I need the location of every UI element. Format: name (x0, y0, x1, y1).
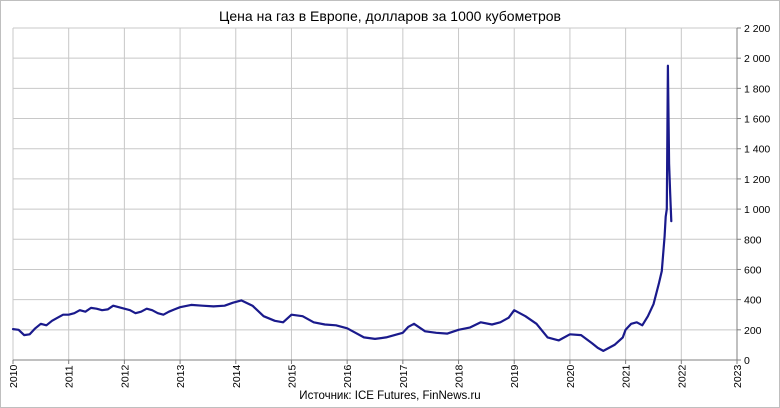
x-tick-label: 2020 (565, 364, 577, 388)
x-tick-label: 2018 (454, 364, 466, 388)
y-tick-label: 200 (744, 325, 762, 337)
x-tick-label: 2016 (342, 364, 354, 388)
x-tick-label: 2011 (64, 365, 76, 388)
y-tick-label: 1 200 (744, 174, 770, 186)
y-tick-label: 1 600 (744, 114, 770, 126)
y-tick-label: 2 200 (744, 23, 770, 35)
y-tick-label: 0 (744, 355, 750, 367)
y-tick-label: 400 (744, 295, 762, 307)
chart-title: Цена на газ в Европе, долларов за 1000 к… (219, 8, 561, 24)
y-tick-label: 1 400 (744, 144, 770, 156)
x-tick-label: 2022 (676, 364, 688, 388)
chart-source: Источник: ICE Futures, FinNews.ru (299, 390, 481, 402)
x-tick-label: 2023 (732, 364, 744, 388)
x-tick-label: 2015 (286, 364, 298, 388)
series-line (11, 64, 673, 352)
x-tick-label: 2021 (621, 364, 633, 388)
y-tick-label: 1 000 (744, 204, 770, 216)
y-tick-label: 800 (744, 234, 762, 246)
x-tick-label: 2019 (509, 364, 521, 388)
x-tick-label: 2013 (175, 364, 187, 388)
x-tick-label: 2010 (8, 364, 20, 388)
y-tick-label: 1 800 (744, 83, 770, 95)
y-tick-label: 600 (744, 264, 762, 276)
x-tick-label: 2012 (119, 364, 131, 388)
x-tick-label: 2014 (231, 364, 243, 388)
x-tick-label: 2017 (398, 364, 410, 388)
y-tick-label: 2 000 (744, 53, 770, 65)
